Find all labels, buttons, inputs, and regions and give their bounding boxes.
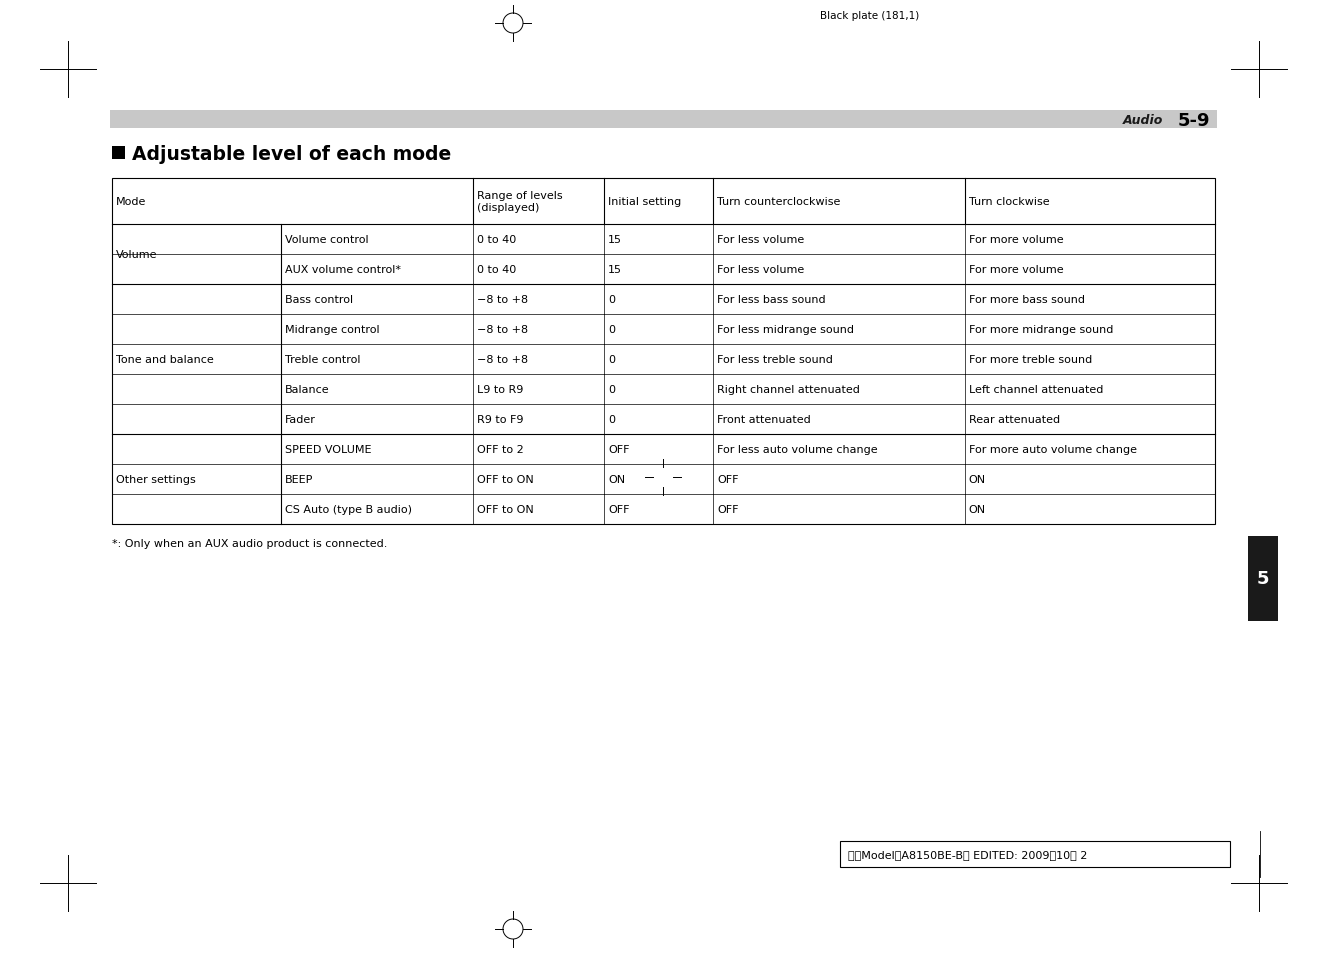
Text: 0: 0	[608, 415, 614, 424]
Text: For less volume: For less volume	[717, 234, 804, 245]
Text: 0: 0	[608, 385, 614, 395]
Text: Volume: Volume	[115, 250, 158, 260]
Text: Audio: Audio	[1123, 113, 1162, 127]
Text: Treble control: Treble control	[285, 355, 360, 365]
Text: 15: 15	[608, 234, 622, 245]
Text: 北米Model＂A8150BE-B＂ EDITED: 2009／10／ 2: 北米Model＂A8150BE-B＂ EDITED: 2009／10／ 2	[848, 849, 1087, 859]
Text: 5-9: 5-9	[1177, 112, 1210, 130]
Text: OFF: OFF	[608, 504, 629, 515]
Text: Initial setting: Initial setting	[608, 196, 681, 207]
Text: OFF to 2: OFF to 2	[476, 444, 523, 455]
Text: ON: ON	[608, 475, 625, 484]
Text: −8 to +8: −8 to +8	[476, 294, 528, 305]
Text: AUX volume control*: AUX volume control*	[285, 265, 401, 274]
Text: For more auto volume change: For more auto volume change	[969, 444, 1137, 455]
Text: For less treble sound: For less treble sound	[717, 355, 833, 365]
Text: Balance: Balance	[285, 385, 329, 395]
Text: 15: 15	[608, 265, 622, 274]
Text: 5: 5	[1257, 570, 1269, 588]
Text: OFF to ON: OFF to ON	[476, 475, 533, 484]
Text: OFF: OFF	[608, 444, 629, 455]
Text: ON: ON	[969, 475, 986, 484]
Text: OFF: OFF	[717, 475, 739, 484]
Text: Turn clockwise: Turn clockwise	[969, 196, 1050, 207]
Text: For less auto volume change: For less auto volume change	[717, 444, 877, 455]
Text: Turn counterclockwise: Turn counterclockwise	[717, 196, 840, 207]
Text: *: Only when an AUX audio product is connected.: *: Only when an AUX audio product is con…	[111, 538, 387, 548]
Text: For less volume: For less volume	[717, 265, 804, 274]
Text: For more bass sound: For more bass sound	[969, 294, 1084, 305]
Text: ON: ON	[969, 504, 986, 515]
Bar	[111, 179, 1216, 524]
Bar	[110, 111, 1217, 129]
Text: CS Auto (type B audio): CS Auto (type B audio)	[285, 504, 411, 515]
Text: For less bass sound: For less bass sound	[717, 294, 825, 305]
Text: 0 to 40: 0 to 40	[476, 265, 516, 274]
Text: R9 to F9: R9 to F9	[476, 415, 523, 424]
Bar	[840, 841, 1230, 867]
Text: 0 to 40: 0 to 40	[476, 234, 516, 245]
Text: For more treble sound: For more treble sound	[969, 355, 1092, 365]
Text: Range of levels
(displayed): Range of levels (displayed)	[476, 191, 563, 213]
Text: Fader: Fader	[285, 415, 316, 424]
Text: Left channel attenuated: Left channel attenuated	[969, 385, 1103, 395]
Text: Front attenuated: Front attenuated	[717, 415, 811, 424]
Text: Mode: Mode	[115, 196, 146, 207]
Text: Tone and balance: Tone and balance	[115, 355, 214, 365]
Text: Black plate (181,1): Black plate (181,1)	[820, 11, 920, 21]
Text: Rear attenuated: Rear attenuated	[969, 415, 1060, 424]
Text: Volume control: Volume control	[285, 234, 369, 245]
Text: SPEED VOLUME: SPEED VOLUME	[285, 444, 372, 455]
Text: Right channel attenuated: Right channel attenuated	[717, 385, 860, 395]
Text: Adjustable level of each mode: Adjustable level of each mode	[131, 144, 451, 163]
Text: −8 to +8: −8 to +8	[476, 325, 528, 335]
Text: Other settings: Other settings	[115, 475, 196, 484]
Text: OFF: OFF	[717, 504, 739, 515]
Text: For more volume: For more volume	[969, 234, 1063, 245]
Bar	[111, 147, 125, 160]
Text: 0: 0	[608, 325, 614, 335]
Text: −8 to +8: −8 to +8	[476, 355, 528, 365]
Text: L9 to R9: L9 to R9	[476, 385, 523, 395]
Text: OFF to ON: OFF to ON	[476, 504, 533, 515]
Bar	[1247, 537, 1278, 621]
Text: 0: 0	[608, 355, 614, 365]
Text: Bass control: Bass control	[285, 294, 353, 305]
Text: For less midrange sound: For less midrange sound	[717, 325, 855, 335]
Text: For more midrange sound: For more midrange sound	[969, 325, 1113, 335]
Text: 0: 0	[608, 294, 614, 305]
Text: For more volume: For more volume	[969, 265, 1063, 274]
Text: BEEP: BEEP	[285, 475, 313, 484]
Text: Midrange control: Midrange control	[285, 325, 380, 335]
